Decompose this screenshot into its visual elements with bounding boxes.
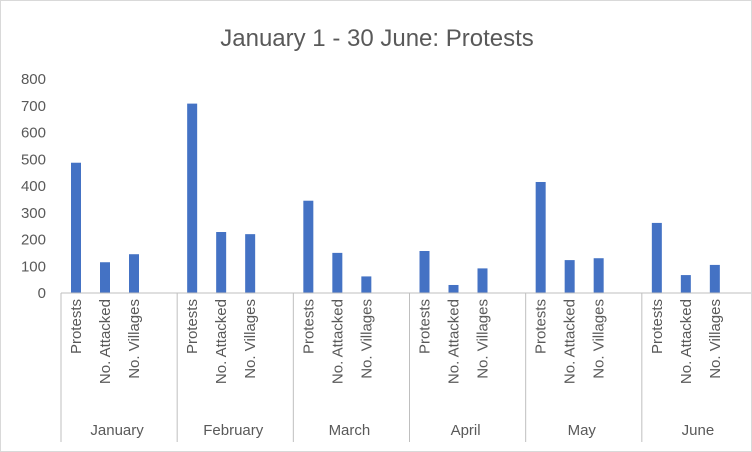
category-label: No. Attacked [213, 299, 230, 384]
category-label: Protests [417, 299, 434, 354]
bar-april-1 [419, 251, 430, 293]
y-axis: 0 100 200 300 400 500 600 700 800 [21, 71, 46, 302]
bar-june-2 [680, 275, 691, 293]
category-label: Protests [68, 299, 85, 354]
group-label-may: May [568, 422, 597, 439]
y-tick-label-500: 500 [21, 151, 46, 168]
category-label: No. Attacked [329, 299, 346, 384]
bar-february-3 [245, 234, 256, 293]
bar-february-1 [187, 103, 198, 293]
category-label: No. Attacked [97, 299, 114, 384]
y-tick-label-600: 600 [21, 125, 46, 142]
y-tick-label-700: 700 [21, 98, 46, 115]
group-label-march: March [329, 422, 371, 439]
y-tick-label-300: 300 [21, 205, 46, 222]
category-label: Protests [533, 299, 550, 354]
bars [71, 103, 720, 293]
bar-may-2 [564, 260, 575, 293]
category-label: No. Villages [358, 299, 375, 379]
bar-june-1 [651, 222, 662, 293]
bar-march-3 [361, 276, 372, 293]
bar-may-3 [593, 258, 604, 293]
x-axis: January Protests No. Attacked No. Villages F… [60, 292, 751, 442]
chart-title: January 1 - 30 June: Protests [220, 25, 534, 52]
category-label: No. Villages [591, 299, 608, 379]
bar-may-1 [535, 181, 546, 293]
y-tick-label-0: 0 [38, 285, 46, 302]
category-label: Protests [300, 299, 317, 354]
bar-april-3 [477, 268, 488, 293]
category-label: No. Villages [242, 299, 259, 379]
bar-april-2 [448, 284, 459, 293]
category-label: No. Attacked [562, 299, 579, 384]
bar-june-3 [709, 264, 720, 293]
group-label-april: April [451, 422, 481, 439]
group-label-june: June [682, 422, 715, 439]
y-tick-label-100: 100 [21, 258, 46, 275]
group-label-january: January [90, 422, 144, 439]
category-label: Protests [649, 299, 666, 354]
category-label: No. Attacked [446, 299, 463, 384]
y-tick-label-800: 800 [21, 71, 46, 88]
category-label: No. Attacked [678, 299, 695, 384]
y-tick-label-200: 200 [21, 232, 46, 249]
bar-march-2 [332, 252, 343, 293]
bar-february-2 [216, 232, 227, 293]
category-label: Protests [184, 299, 201, 354]
group-label-february: February [203, 422, 264, 439]
bar-march-1 [303, 200, 314, 293]
category-label: No. Villages [475, 299, 492, 379]
y-tick-label-400: 400 [21, 178, 46, 195]
category-label: No. Villages [707, 299, 724, 379]
bar-january-1 [71, 162, 81, 293]
category-label: No. Villages [126, 299, 143, 379]
bar-january-2 [100, 262, 110, 293]
bar-january-3 [129, 254, 139, 293]
